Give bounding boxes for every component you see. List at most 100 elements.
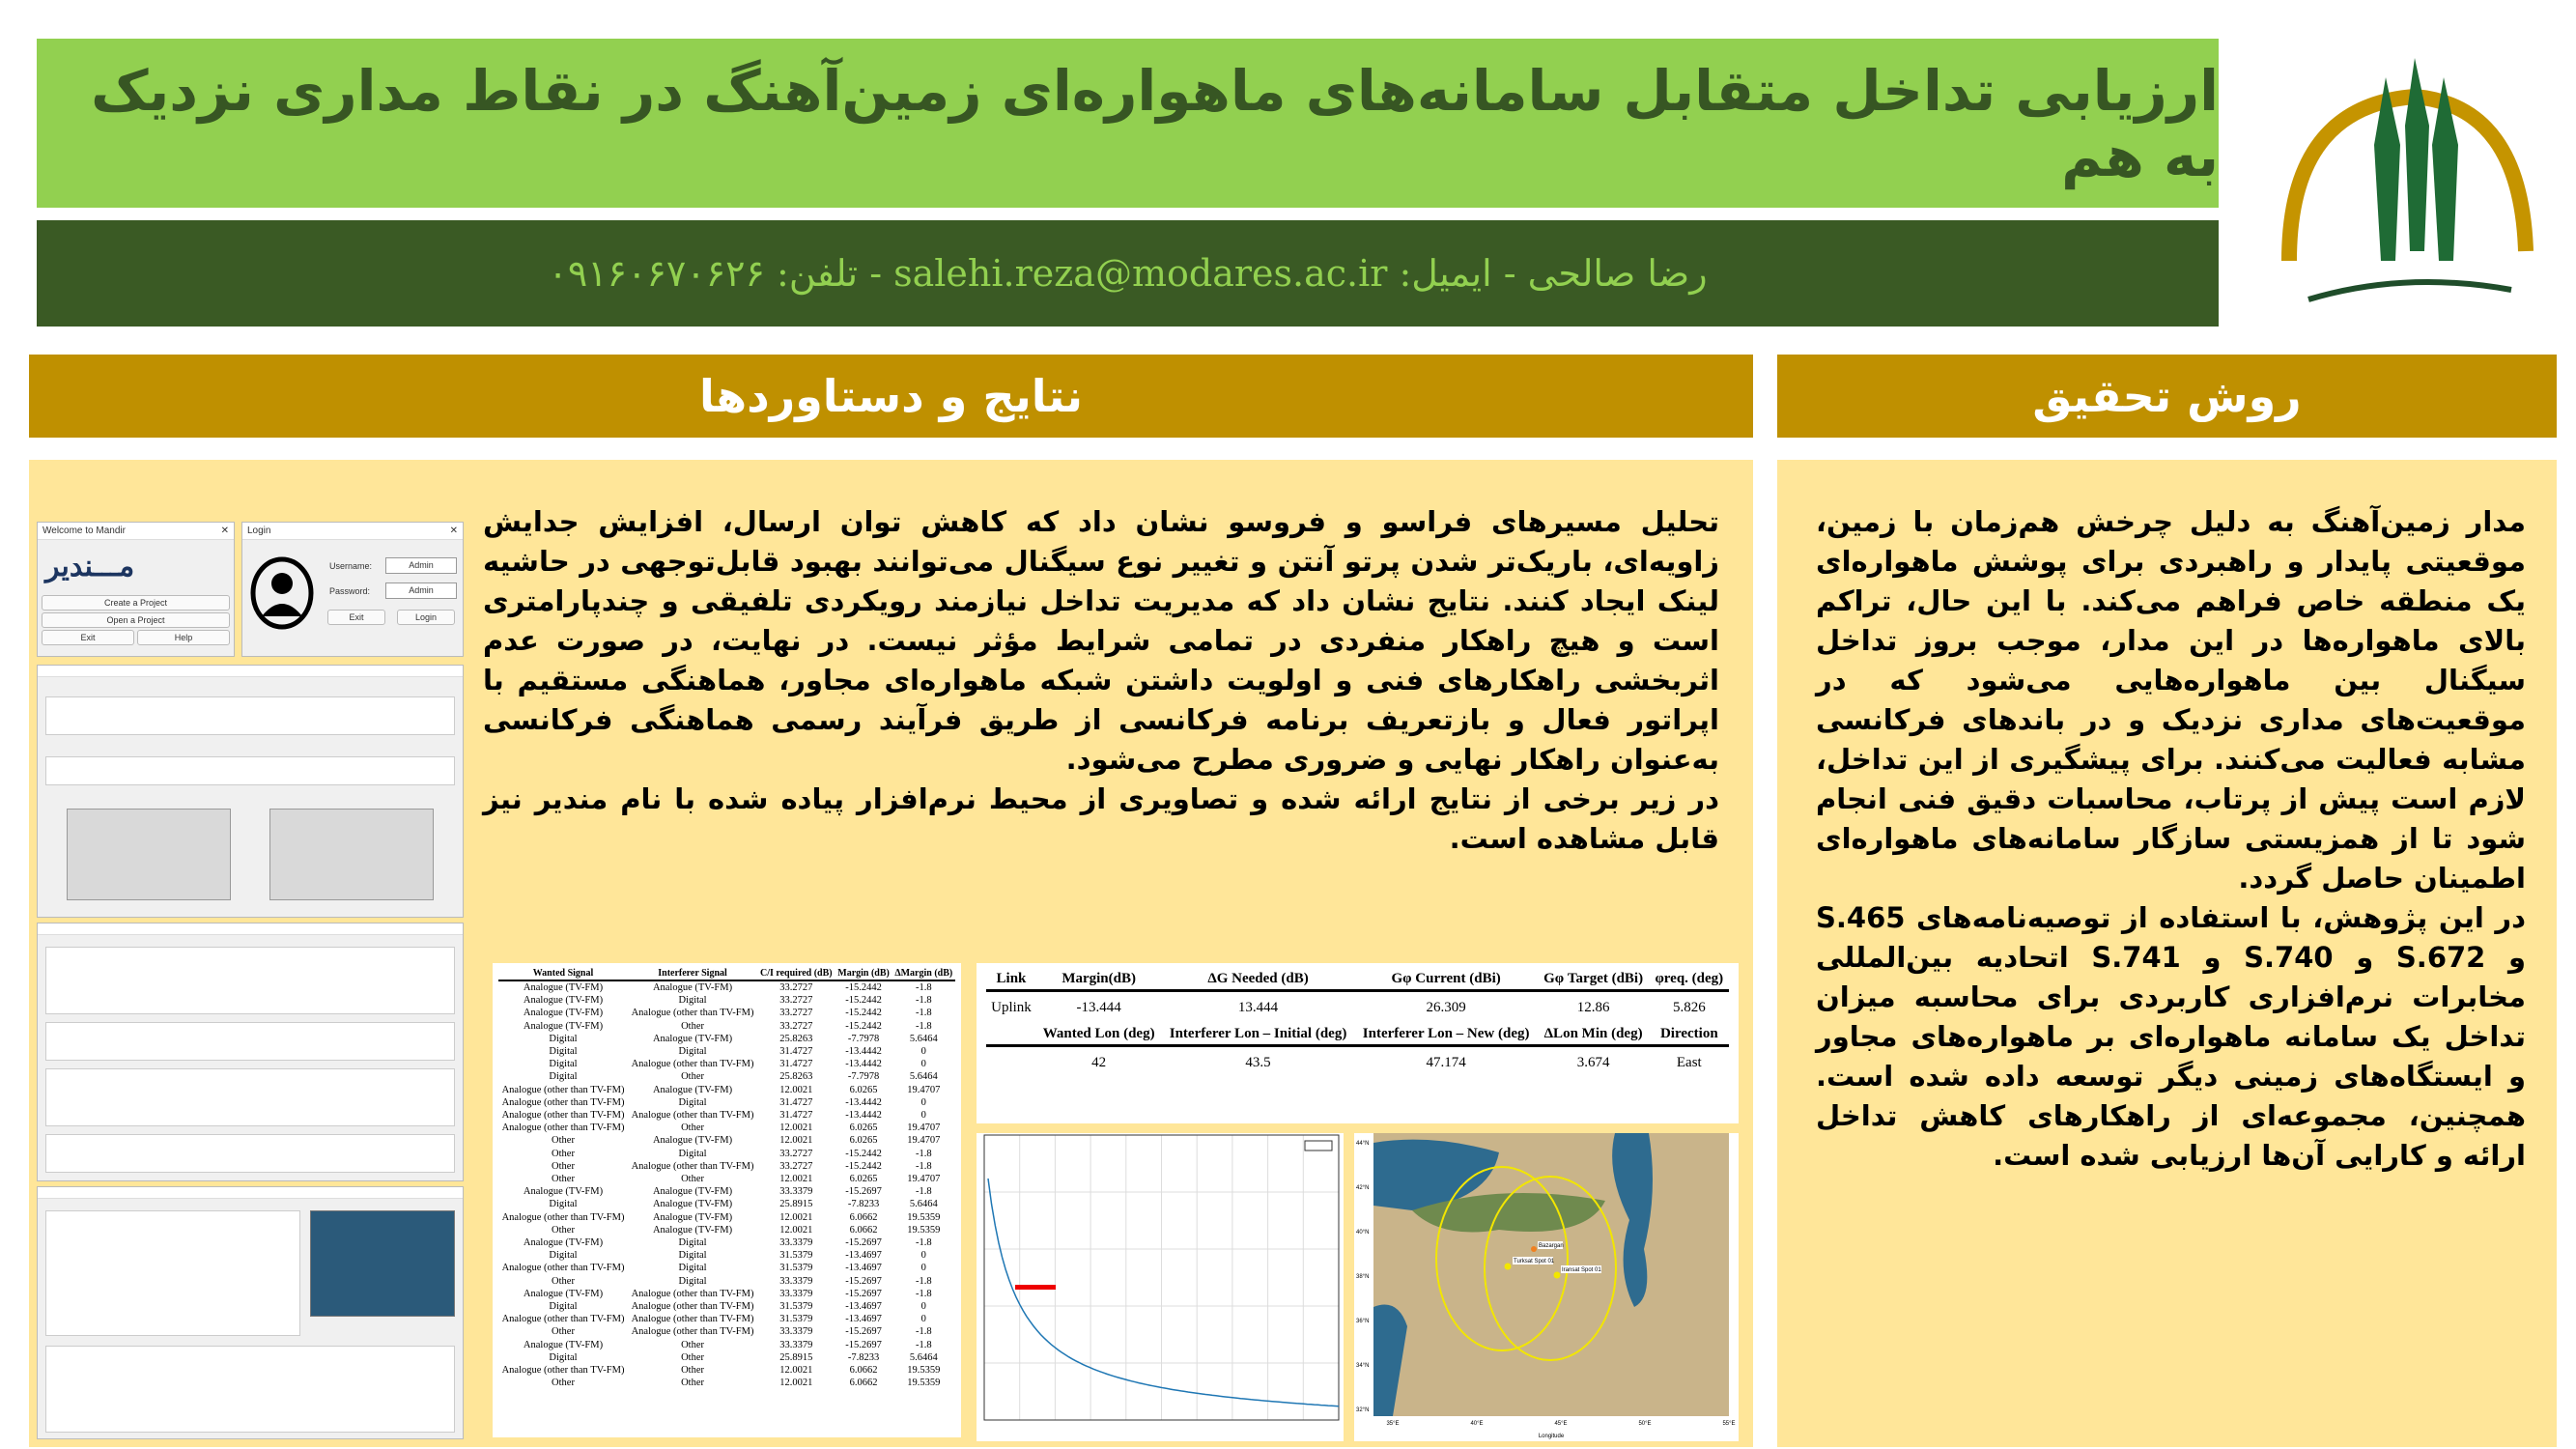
table-cell: -7.7978 <box>847 1033 880 1044</box>
table-cell: 31.5379 <box>779 1263 813 1274</box>
app-screenshot-coverage <box>37 1186 464 1439</box>
results-heading: نتایج و دستاوردها <box>29 355 1753 438</box>
table-cell: -13.4697 <box>845 1301 882 1313</box>
table-cell: Analogue (other than TV-FM) <box>631 1008 754 1019</box>
column-header: Gφ Target (dBi) <box>1543 971 1644 986</box>
table-cell: Digital <box>678 1096 707 1108</box>
table-cell: 12.0021 <box>779 1211 813 1223</box>
table-cell: -1.8 <box>915 1326 932 1338</box>
table-cell: Analogue (TV-FM) <box>523 1237 604 1249</box>
help-button[interactable]: Help <box>137 630 230 645</box>
table-cell: -13.4442 <box>845 1059 882 1070</box>
table-cell: 6.0662 <box>849 1211 878 1223</box>
results-paragraph-1: تحلیل مسیرهای فراسو و فروسو نشان داد که … <box>483 505 1719 776</box>
iransat-coverage-ellipse <box>1484 1176 1617 1361</box>
table-cell: -1.8 <box>915 1288 932 1299</box>
table-cell: Analogue (TV-FM) <box>523 1339 604 1350</box>
table-cell: 19.4707 <box>907 1135 941 1147</box>
table-cell: 33.2727 <box>779 1148 813 1159</box>
table-cell: Digital <box>678 1250 707 1262</box>
open-project-button[interactable]: Open a Project <box>42 612 230 628</box>
table-cell: 19.4707 <box>907 1122 941 1134</box>
author-bar: رضا صالحی - ایمیل: salehi.reza@modares.a… <box>37 220 2219 327</box>
table-cell: Analogue (TV-FM) <box>652 1211 733 1223</box>
table-cell <box>986 1046 1036 1080</box>
table-cell: 19.5359 <box>907 1224 941 1236</box>
tick-label: 38°N <box>1356 1274 1369 1280</box>
table-row: Analogue (TV-FM) Other 33.2727 -15.2442 -1.8 <box>498 1020 955 1033</box>
results-paragraph-2: در زیر برخی از نتایج ارائه شده و تصاویری… <box>483 782 1719 855</box>
username-input[interactable]: Admin <box>385 557 457 574</box>
table-cell: Digital <box>549 1351 578 1363</box>
table-cell: 33.3379 <box>779 1237 813 1249</box>
password-label: Password: <box>329 586 371 596</box>
table-cell: Analogue (other than TV-FM) <box>631 1110 754 1122</box>
table-cell: 19.5359 <box>907 1365 941 1377</box>
table-cell: 6.0662 <box>849 1365 878 1377</box>
close-icon[interactable]: ✕ <box>220 526 229 536</box>
password-input[interactable]: Admin <box>385 582 457 599</box>
table-cell: Other <box>552 1224 575 1236</box>
exit-button[interactable]: Exit <box>42 630 134 645</box>
table-cell: Analogue (TV-FM) <box>523 1288 604 1299</box>
table-row: Other Other 12.0021 6.0265 19.4707 <box>498 1173 955 1185</box>
table-cell: 25.8915 <box>779 1199 813 1210</box>
table-cell: -13.444 <box>1076 1000 1121 1015</box>
margin-curve-plot <box>977 1133 1344 1441</box>
column-header: Direction <box>1659 1026 1718 1041</box>
table-row: Analogue (TV-FM) Analogue (other than TV-… <box>498 1007 955 1019</box>
table-cell: 12.0021 <box>779 1174 813 1185</box>
app-screenshot-analysis <box>37 665 464 918</box>
table-cell: Digital <box>549 1046 578 1058</box>
close-icon[interactable]: ✕ <box>449 526 458 536</box>
table-cell: -13.4442 <box>845 1096 882 1108</box>
table-row: Other Analogue (other than TV-FM) 33.3379 -… <box>498 1325 955 1338</box>
coverage-map: Turksat Spot 01 Iransat Spot 01 Bazargan… <box>1354 1133 1739 1441</box>
map-label: Iransat Spot 01 <box>1562 1267 1601 1273</box>
table-cell: Other <box>552 1174 575 1185</box>
tick-label: 36°N <box>1356 1319 1369 1324</box>
table-cell: -7.8233 <box>847 1199 880 1210</box>
create-project-button[interactable]: Create a Project <box>42 595 230 611</box>
tick-label: 45°E <box>1554 1421 1567 1427</box>
table-cell: Analogue (TV-FM) <box>652 1135 733 1147</box>
world-map-plot <box>67 809 231 900</box>
results-text: تحلیل مسیرهای فراسو و فروسو نشان داد که … <box>483 502 1719 859</box>
table-cell: Analogue (TV-FM) <box>652 982 733 993</box>
table-cell: -1.8 <box>915 982 932 993</box>
map-xlabel: Longitude <box>1539 1434 1565 1439</box>
login-button[interactable]: Login <box>397 610 455 625</box>
window-title: Login <box>247 526 271 536</box>
table-cell: Digital <box>549 1033 578 1044</box>
tick-label: 32°N <box>1356 1407 1369 1413</box>
map-label: Turksat Spot 01 <box>1514 1259 1555 1264</box>
table-cell: Analogue (other than TV-FM) <box>631 1326 754 1338</box>
table-cell: -15.2697 <box>845 1288 882 1299</box>
table-cell: -15.2442 <box>845 1160 882 1172</box>
table-row: Analogue (other than TV-FM) Digital 31.537… <box>498 1262 955 1274</box>
table-cell: Digital <box>678 1275 707 1287</box>
window-title: Welcome to Mandir <box>42 526 126 536</box>
table-cell: Analogue (TV-FM) <box>652 1186 733 1198</box>
method-text: مدار زمین‌آهنگ به دلیل چرخش هم‌زمان با ز… <box>1816 502 2526 1176</box>
table-cell: Other <box>681 1339 704 1350</box>
tick-label: 50°E <box>1638 1421 1651 1427</box>
method-paragraph-2: در این پژوهش، با استفاده از توصیه‌نامه‌ه… <box>1816 901 2527 1172</box>
column-header: Wanted Signal <box>498 967 629 981</box>
column-header: Interferer Lon – New (deg) <box>1362 1026 1530 1041</box>
black-sea <box>1373 1139 1499 1210</box>
table-cell: 12.0021 <box>779 1122 813 1134</box>
table-cell: Analogue (other than TV-FM) <box>501 1096 625 1108</box>
table-cell: 31.5379 <box>779 1314 813 1325</box>
map-label: Bazargan <box>1539 1243 1564 1249</box>
table-cell: -7.7978 <box>847 1071 880 1083</box>
exit-button[interactable]: Exit <box>327 610 385 625</box>
table-cell: Other <box>681 1020 704 1032</box>
table-cell: Analogue (TV-FM) <box>652 1033 733 1044</box>
table-row: Digital Digital 31.4727 -13.4442 0 <box>498 1045 955 1058</box>
table-cell: 47.174 <box>1426 1055 1466 1070</box>
column-header: Link <box>996 971 1027 986</box>
plot-axes <box>983 1134 1340 1421</box>
table-row: Analogue (TV-FM) Digital 33.3379 -15.2697 -1… <box>498 1236 955 1249</box>
table-cell: Digital <box>678 1237 707 1249</box>
